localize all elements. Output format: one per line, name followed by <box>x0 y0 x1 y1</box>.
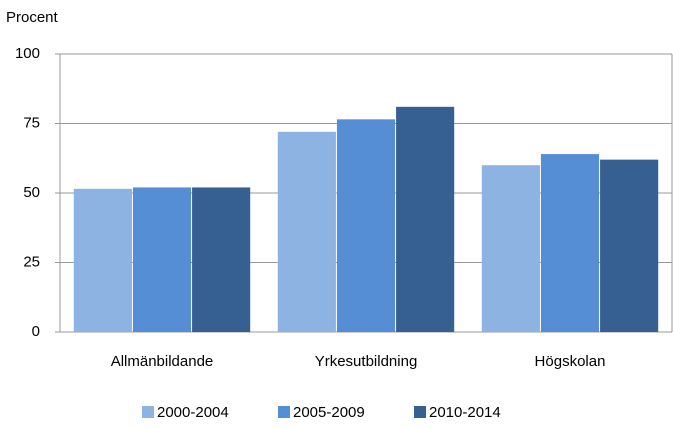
y-tick-label: 25 <box>23 253 40 270</box>
bar <box>481 165 540 332</box>
y-tick-label: 75 <box>23 114 40 131</box>
legend-swatch <box>142 406 154 418</box>
legend-label: 2000-2004 <box>157 404 229 421</box>
bar <box>336 119 396 332</box>
bar <box>132 187 192 332</box>
legend-swatch <box>278 406 290 418</box>
legend-label: 2005-2009 <box>293 404 365 421</box>
x-tick-label: Yrkesutbildning <box>315 353 418 370</box>
bar <box>600 159 659 332</box>
bar <box>540 154 600 332</box>
bar <box>73 188 132 332</box>
x-tick-label: Allmänbildande <box>111 353 214 370</box>
legend-swatch <box>414 406 426 418</box>
x-tick-label: Högskolan <box>535 353 606 370</box>
y-tick-label: 0 <box>32 323 40 340</box>
bar <box>396 106 455 332</box>
y-tick-label: 100 <box>15 45 40 62</box>
bar <box>192 187 251 332</box>
bar <box>277 131 336 332</box>
y-tick-label: 50 <box>23 184 40 201</box>
y-axis-label: Procent <box>6 9 59 26</box>
legend-label: 2010-2014 <box>429 404 501 421</box>
